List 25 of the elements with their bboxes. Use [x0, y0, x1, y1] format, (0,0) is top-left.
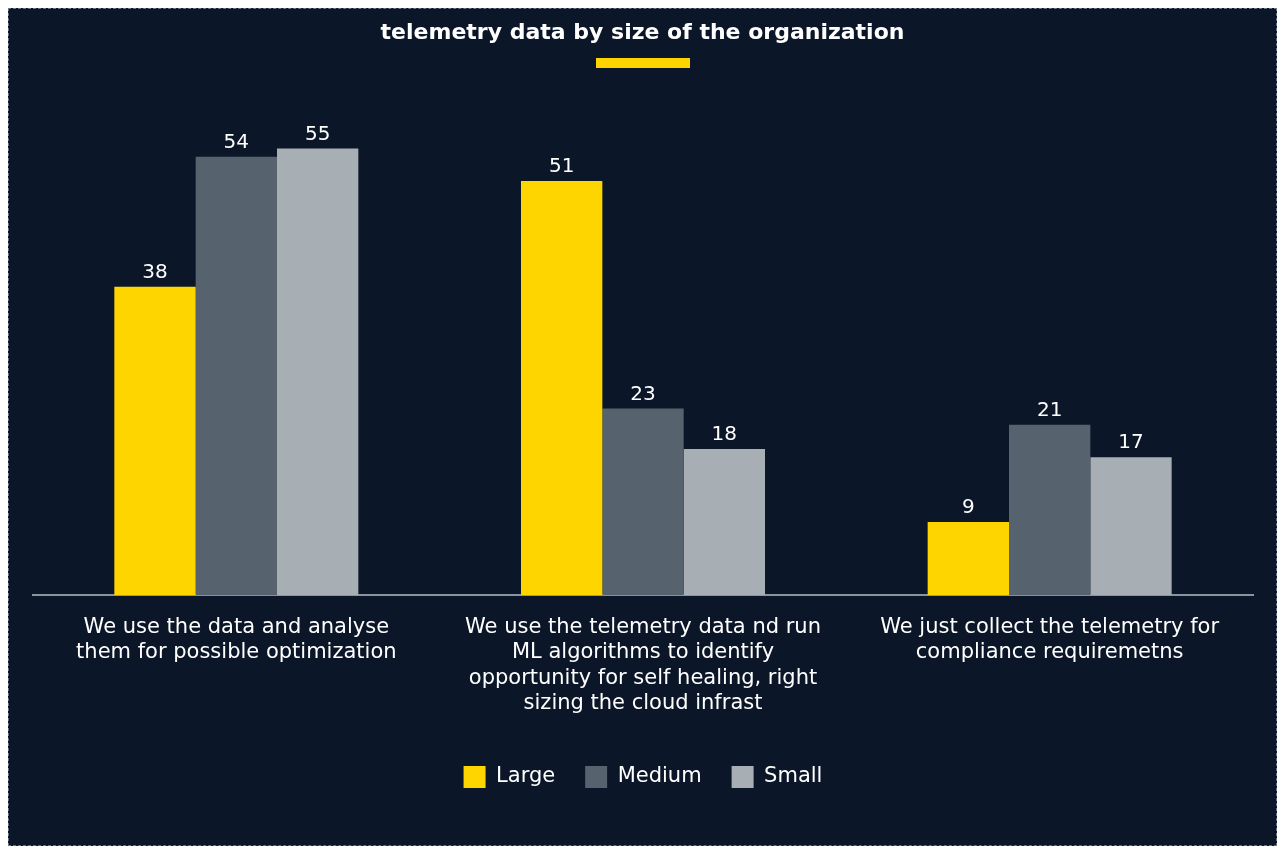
x-tick-label: We just collect the telemetry for compliance requiremetns: [879, 614, 1219, 664]
bar: [601, 408, 684, 596]
data-label: 51: [548, 153, 574, 178]
bar: [520, 181, 602, 596]
legend-label: Small: [763, 763, 822, 788]
data-label: 54: [223, 128, 249, 153]
data-label: 9: [961, 494, 975, 519]
bar: [195, 156, 277, 596]
bar: [113, 286, 196, 596]
bar: [683, 449, 765, 596]
legend-label: Large: [495, 763, 555, 788]
data-label: 23: [629, 380, 656, 405]
bar: [927, 522, 1009, 596]
data-label: 21: [1036, 396, 1062, 421]
bar: [276, 148, 358, 596]
x-tick-label: We use the data and analyse them for possible optimization: [75, 614, 397, 664]
data-label: 38: [141, 258, 168, 283]
legend-label: Medium: [617, 763, 702, 788]
data-label: 55: [304, 120, 330, 145]
data-label: 17: [1117, 429, 1144, 454]
x-tick-label: We use the telemetry data nd run ML algorithms to identify opportunity for self healing, right sizing the cloud infrast: [464, 614, 821, 714]
data-label: 18: [711, 421, 737, 446]
bar: [1008, 424, 1090, 596]
chart-title: telemetry data by size of the organization: [379, 18, 906, 44]
bar: [1089, 457, 1172, 596]
